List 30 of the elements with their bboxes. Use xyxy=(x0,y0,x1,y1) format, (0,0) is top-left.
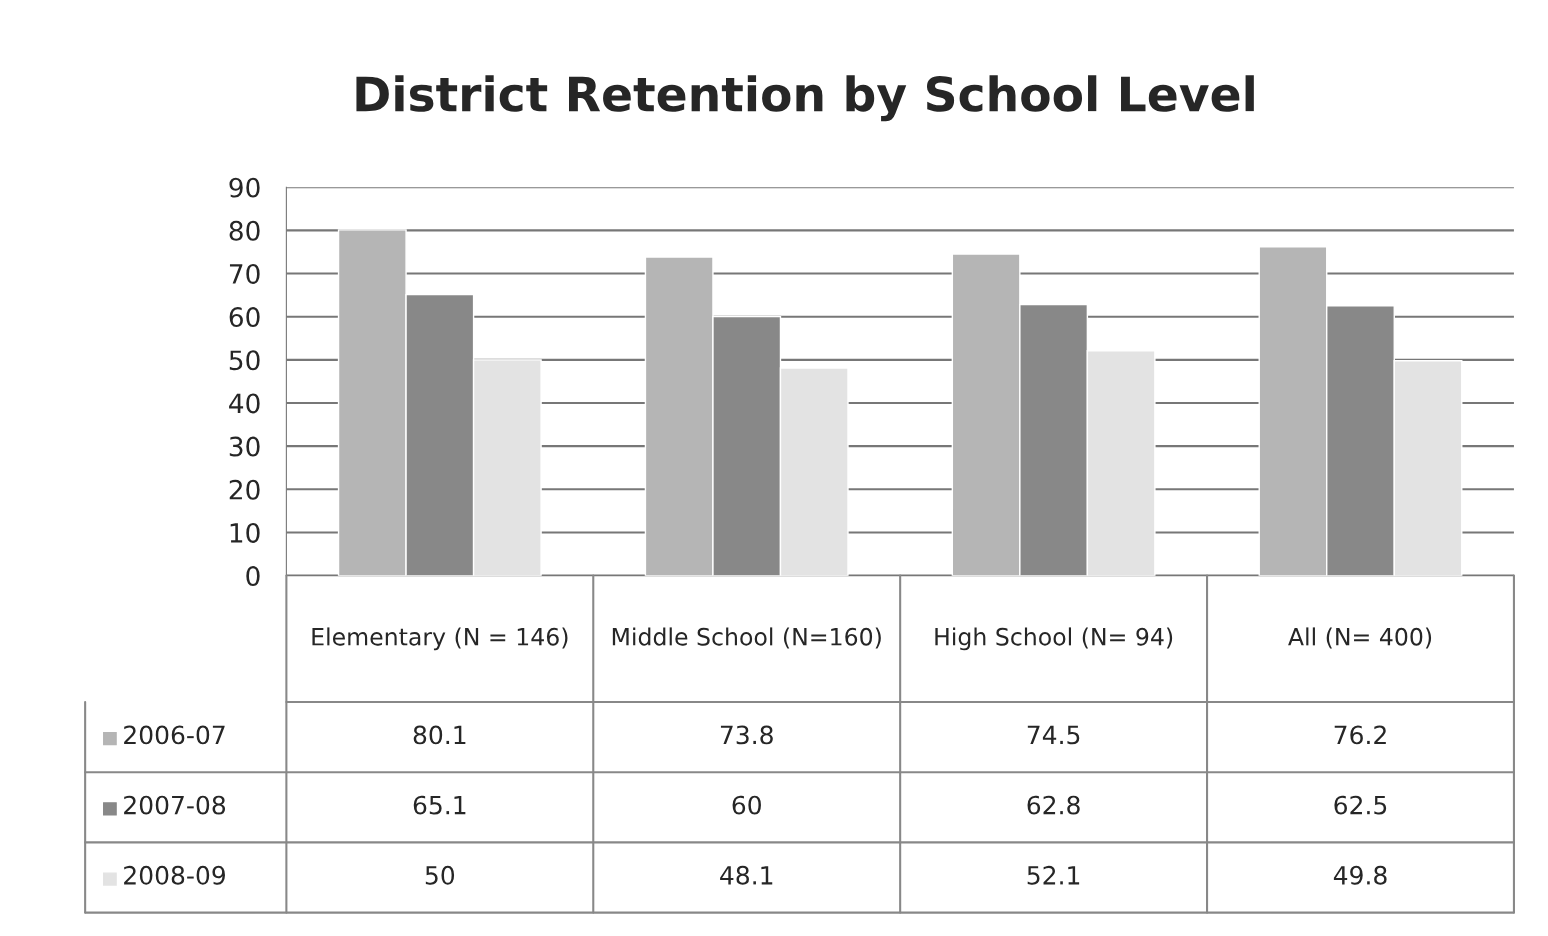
data-label: 62.5 xyxy=(1334,795,1387,815)
x-tick-label: Elementary (N = 146) xyxy=(312,627,568,651)
legend-label: 2007-08 xyxy=(124,795,226,815)
data-label: 80.1 xyxy=(413,725,466,745)
y-tick-label: 50 xyxy=(229,350,260,371)
x-tick-label: All (N= 400) xyxy=(1288,627,1432,649)
legend-label: 2006-07 xyxy=(124,725,225,745)
data-label: 60 xyxy=(732,795,761,815)
data-label: 49.8 xyxy=(1333,865,1387,885)
y-tick-label: 0 xyxy=(246,566,260,587)
x-tick-label: High School (N= 94) xyxy=(935,627,1173,651)
data-label: 73.8 xyxy=(720,725,773,745)
data-label: 52.1 xyxy=(1027,865,1080,885)
data-label: 62.8 xyxy=(1027,795,1080,815)
data-label: 76.2 xyxy=(1334,725,1386,745)
legend-label: 2008-09 xyxy=(124,865,225,885)
data-label: 65.1 xyxy=(413,795,466,815)
y-tick-label: 10 xyxy=(230,522,260,543)
chart-title: District Retention by School Level xyxy=(356,75,1254,122)
y-tick-label: 70 xyxy=(229,263,260,284)
y-tick-label: 20 xyxy=(229,479,260,500)
y-tick-label: 30 xyxy=(229,436,260,457)
y-tick-label: 40 xyxy=(229,393,260,414)
y-tick-label: 60 xyxy=(229,307,260,328)
data-label: 74.5 xyxy=(1027,725,1080,745)
data-label: 48.1 xyxy=(720,865,773,885)
x-tick-label: Middle School (N=160) xyxy=(612,627,881,649)
data-label: 50 xyxy=(425,865,455,885)
y-tick-label: 80 xyxy=(229,220,260,241)
y-tick-label: 90 xyxy=(229,177,260,198)
